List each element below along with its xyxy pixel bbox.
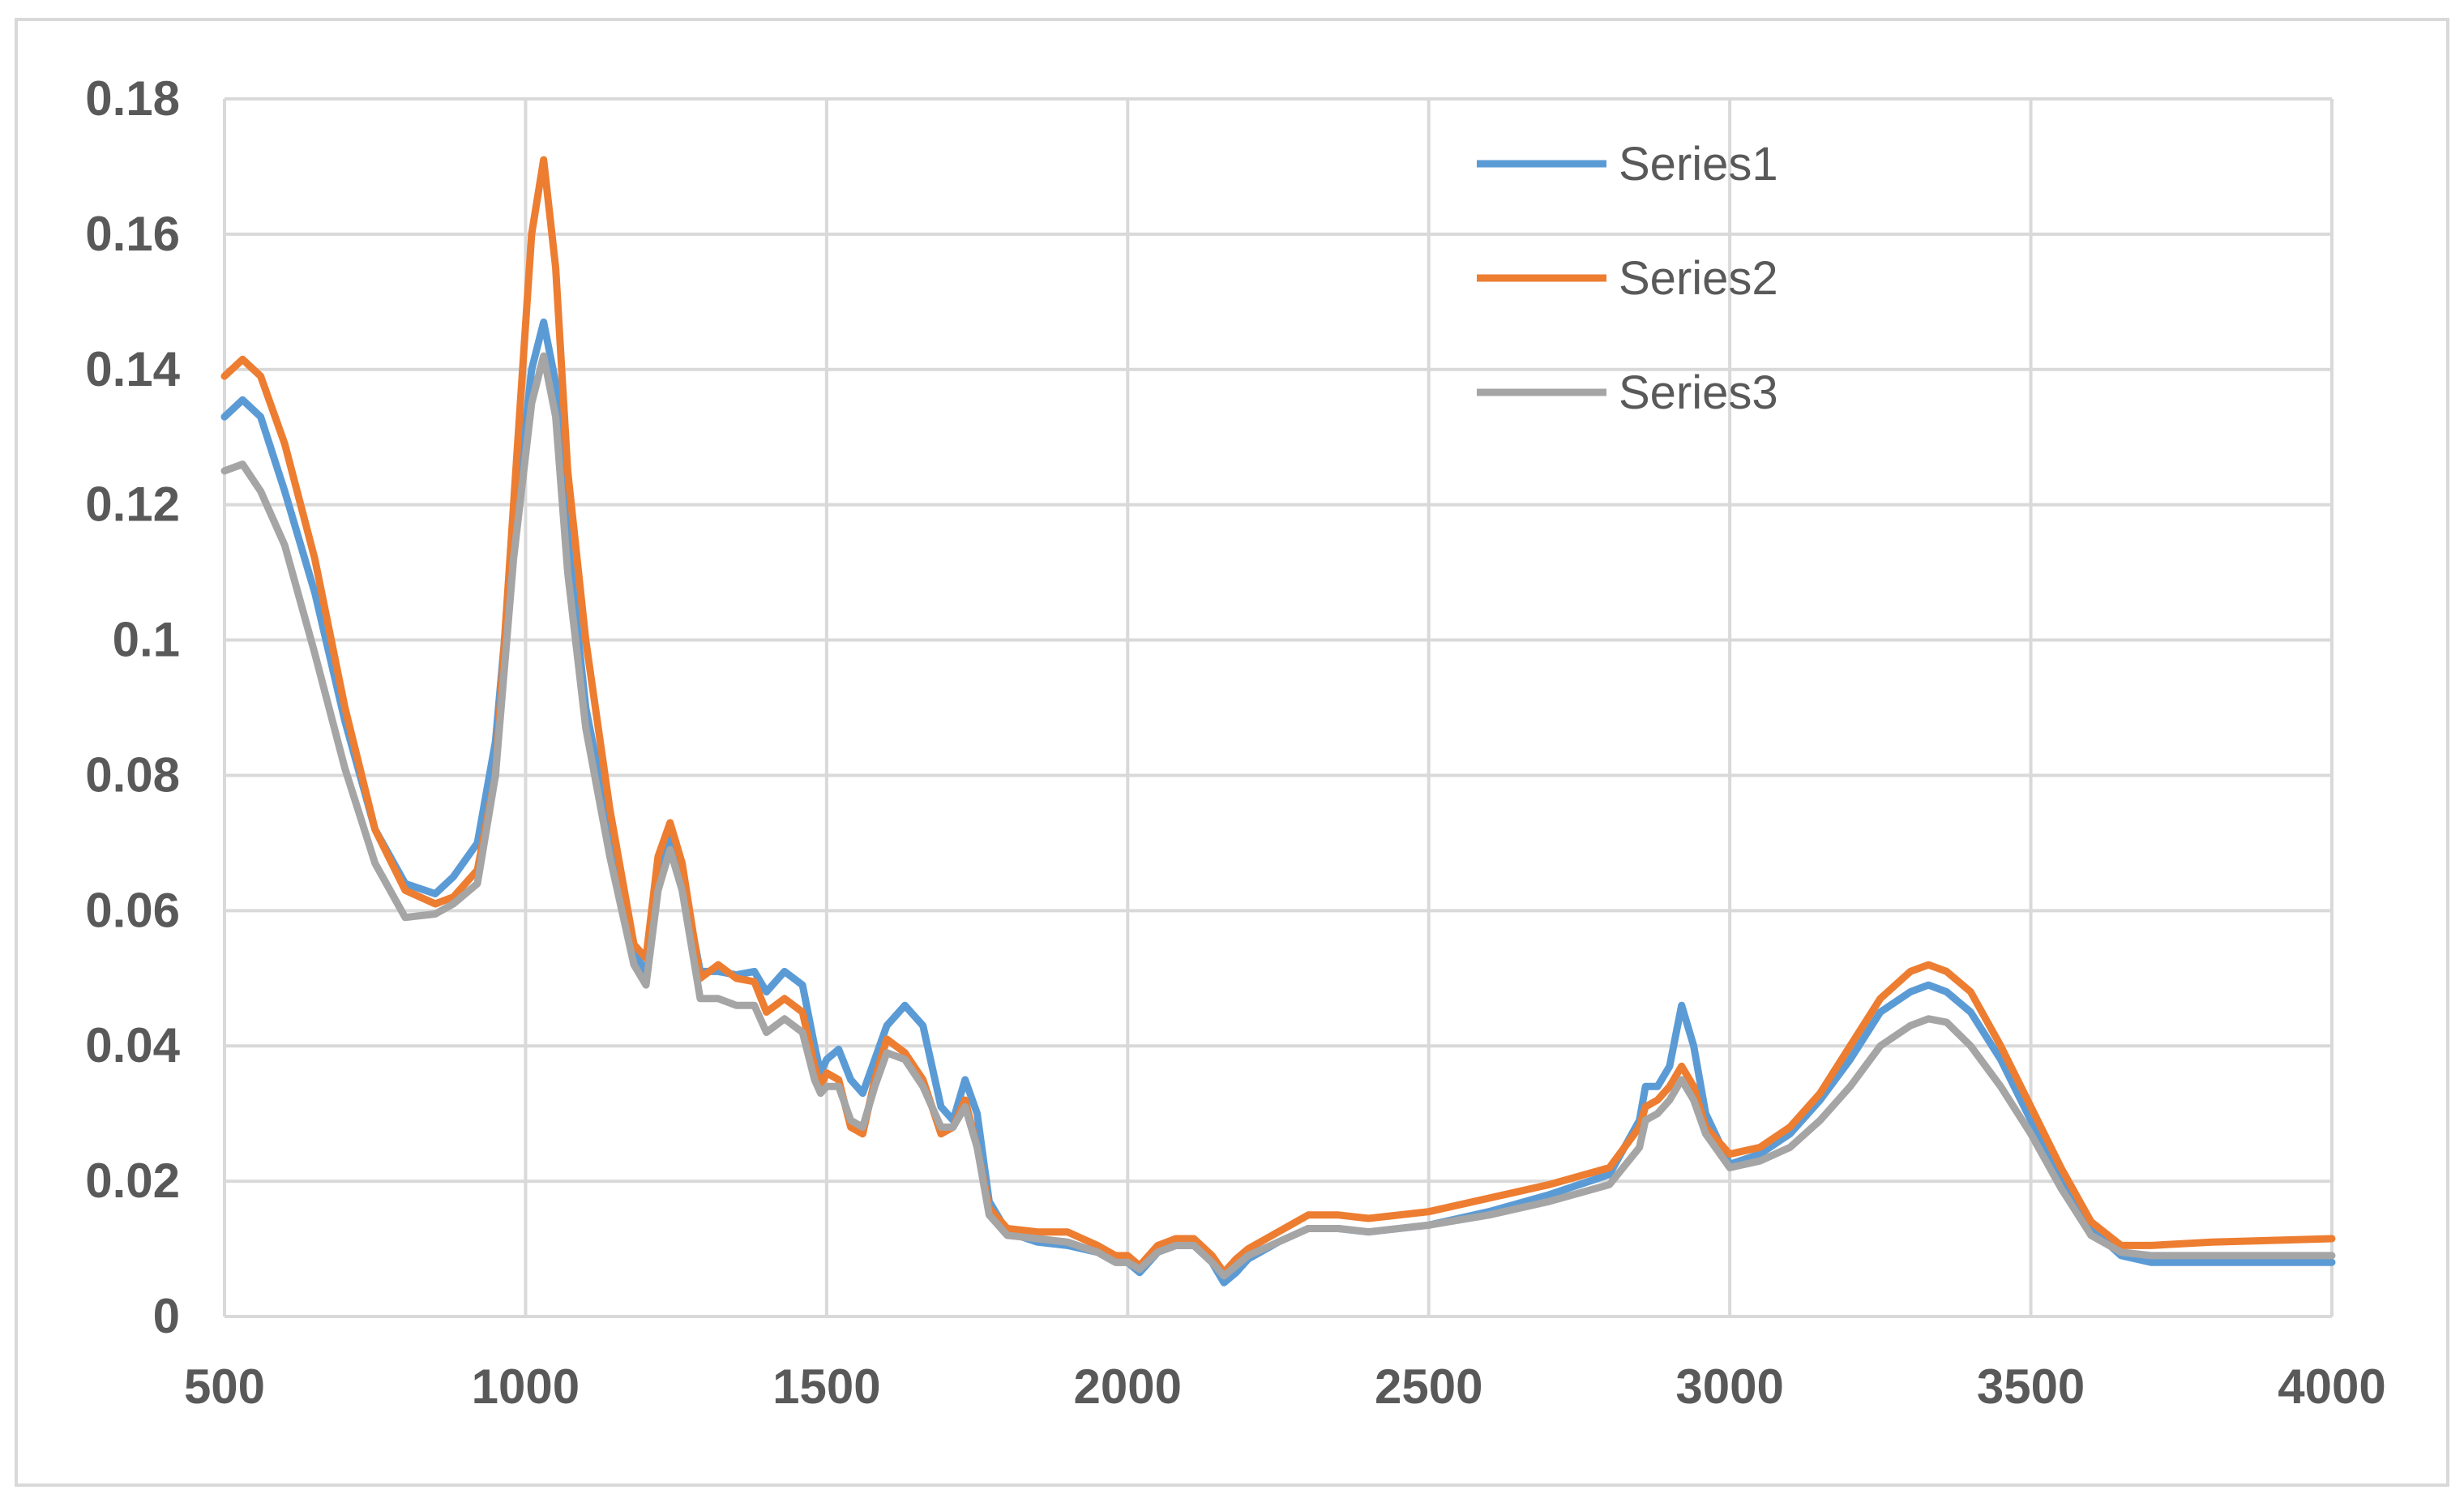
legend-label: Series3 (1619, 366, 1778, 419)
y-tick-label: 0.06 (85, 883, 180, 937)
y-tick-label: 0.04 (85, 1018, 180, 1072)
series-line-3 (220, 352, 2336, 1280)
x-tick-label: 1000 (472, 1359, 580, 1414)
grid (223, 97, 2334, 1318)
legend-label: Series1 (1619, 138, 1778, 191)
x-tick-label: 3000 (1675, 1359, 1783, 1414)
x-tick-label: 500 (184, 1359, 265, 1414)
y-tick-label: 0.08 (85, 747, 180, 802)
y-tick-label: 0.02 (85, 1154, 180, 1208)
x-axis: 500 1000 1500 2000 2500 3000 3500 4000 (184, 1359, 2386, 1414)
chart-frame: 0 0.02 0.04 0.06 0.08 0.1 0.12 0.14 0.16 0.18 500… (15, 18, 2449, 1487)
line-chart: 0 0.02 0.04 0.06 0.08 0.1 0.12 0.14 0.16 0.18 500… (18, 21, 2446, 1483)
series-line-2 (220, 156, 2336, 1277)
y-tick-label: 0.1 (113, 613, 180, 667)
y-axis: 0 0.02 0.04 0.06 0.08 0.1 0.12 0.14 0.16 0.18 (85, 71, 180, 1343)
legend-label: Series2 (1619, 252, 1778, 305)
y-tick-label: 0.16 (85, 207, 180, 261)
y-tick-label: 0.12 (85, 477, 180, 532)
y-tick-label: 0.14 (85, 342, 180, 396)
x-tick-label: 2000 (1074, 1359, 1182, 1414)
legend-item: Series2 (1477, 252, 1778, 305)
plot-area (220, 97, 2336, 1318)
legend-item: Series1 (1477, 138, 1778, 191)
x-tick-label: 4000 (2278, 1359, 2385, 1414)
x-tick-label: 2500 (1375, 1359, 1482, 1414)
legend: Series1 Series2 Series3 (1477, 138, 1778, 419)
y-tick-label: 0.18 (85, 71, 180, 126)
x-tick-label: 3500 (1977, 1359, 2085, 1414)
y-tick-label: 0 (153, 1289, 180, 1343)
x-tick-label: 1500 (772, 1359, 880, 1414)
series-lines (220, 156, 2336, 1287)
legend-item: Series3 (1477, 366, 1778, 419)
